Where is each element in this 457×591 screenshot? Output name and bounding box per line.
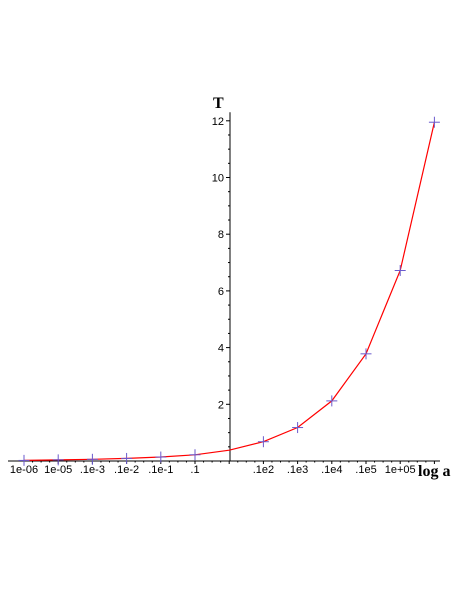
- data-point-marker: [394, 264, 406, 276]
- x-tick-label: 1e-06: [10, 464, 38, 476]
- x-tick-label: .1e4: [321, 464, 342, 476]
- x-tick-label: .1e5: [355, 464, 376, 476]
- y-tick-label: 12: [212, 116, 224, 128]
- data-point-marker: [428, 116, 440, 128]
- x-tick-label: .1e-1: [148, 464, 173, 476]
- x-tick-label: .1: [190, 464, 199, 476]
- ticks: 2 4 6 8 10 12 1e-06 1e-05 .1e-3 .1e-2 .1e-1 .1 .1e2.…: [10, 116, 435, 476]
- data-point-marker: [326, 395, 338, 407]
- y-tick-label: 6: [218, 286, 224, 298]
- x-tick-label: .1e-3: [80, 464, 105, 476]
- y-tick-label: 8: [218, 229, 224, 241]
- data-point-marker: [189, 449, 201, 461]
- x-tick-label: .1e3: [287, 464, 308, 476]
- y-tick-label: 10: [212, 173, 224, 185]
- axes: [8, 112, 440, 462]
- x-tick-label: 1e+05: [385, 464, 416, 476]
- data-point-marker: [360, 348, 372, 360]
- x-tick-label: .1e2: [253, 464, 274, 476]
- x-tick-label: 1e-05: [44, 464, 72, 476]
- x-axis-label: log a: [418, 463, 450, 480]
- data-point-marker: [257, 436, 269, 448]
- data-point-marker: [18, 454, 30, 466]
- data-point-marker: [121, 452, 133, 464]
- data-point-marker: [86, 453, 98, 465]
- y-axis-label: T: [213, 95, 224, 112]
- data-point-marker: [155, 451, 167, 463]
- y-tick-label: 2: [218, 399, 224, 411]
- x-tick-label: .1e-2: [114, 464, 139, 476]
- data-point-marker: [52, 454, 64, 466]
- data-point-marker: [292, 422, 304, 434]
- series-layer: [18, 116, 440, 466]
- y-tick-label: 4: [218, 343, 224, 355]
